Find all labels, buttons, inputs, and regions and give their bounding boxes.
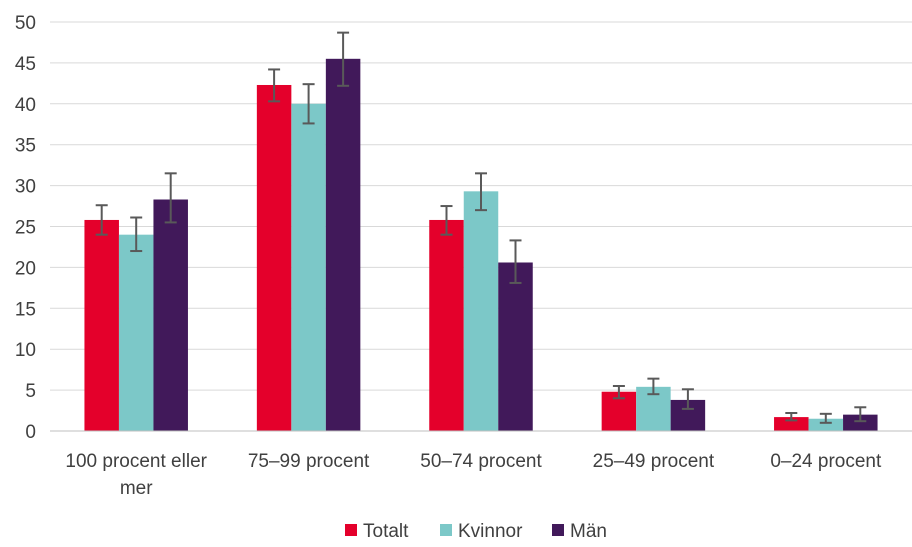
bars <box>84 58 878 432</box>
error-bars <box>95 31 867 424</box>
y-tick-label: 15 <box>15 299 36 320</box>
bar-totalt-4 <box>774 417 809 431</box>
y-tick-label: 45 <box>15 54 36 75</box>
y-tick-label: 25 <box>15 218 36 239</box>
bar-kvinnor-2 <box>463 191 499 431</box>
legend-label: Män <box>570 521 607 542</box>
legend-swatch <box>552 524 564 536</box>
y-tick-label: 50 <box>15 13 36 34</box>
legend-item-kvinnor: Kvinnor <box>440 521 523 542</box>
y-tick-label: 40 <box>15 95 36 116</box>
bar-män-0 <box>153 199 188 431</box>
legend-item-totalt: Totalt <box>345 521 409 542</box>
bar-kvinnor-4 <box>808 418 844 431</box>
bar-män-1 <box>325 58 361 432</box>
y-axis-ticks: 0 5 10 15 20 25 30 35 40 45 50 <box>15 13 36 443</box>
y-tick-label: 0 <box>25 422 36 443</box>
legend-label: Totalt <box>363 521 409 542</box>
bar-män-2 <box>498 262 533 431</box>
y-tick-label: 35 <box>15 136 36 157</box>
bar-totalt-0 <box>84 219 119 431</box>
y-tick-label: 5 <box>25 381 36 402</box>
bar-totalt-2 <box>429 219 464 431</box>
x-tick-label: 100 procent eller mer <box>65 451 207 499</box>
legend-swatch <box>440 524 452 536</box>
x-tick-label: 25–49 procent <box>593 451 715 472</box>
legend-swatch <box>345 524 357 536</box>
bar-kvinnor-0 <box>118 234 154 431</box>
legend-item-män: Män <box>552 521 607 542</box>
legend: Totalt Kvinnor Män <box>345 521 607 542</box>
x-axis-ticks: 100 procent eller mer 75–99 procent 50–74 p… <box>65 451 882 499</box>
bar-totalt-1 <box>256 84 292 432</box>
legend-label: Kvinnor <box>458 521 523 542</box>
y-tick-label: 10 <box>15 340 36 361</box>
y-tick-label: 30 <box>15 177 36 198</box>
x-tick-label: 0–24 procent <box>770 451 882 472</box>
bar-män-4 <box>843 414 878 431</box>
y-tick-label: 20 <box>15 258 36 279</box>
x-tick-label: 75–99 procent <box>248 451 370 472</box>
bar-kvinnor-1 <box>291 103 326 432</box>
x-tick-label: 50–74 procent <box>420 451 542 472</box>
